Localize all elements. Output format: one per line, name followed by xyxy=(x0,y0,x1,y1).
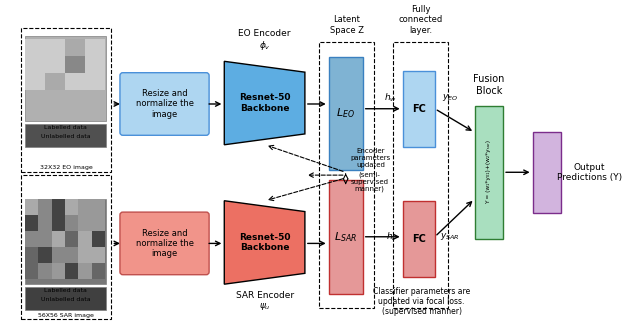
Text: 32X32 EO image: 32X32 EO image xyxy=(40,166,92,170)
Bar xyxy=(38,231,52,247)
Text: Fully
connected
layer.: Fully connected layer. xyxy=(399,5,443,35)
Bar xyxy=(25,39,45,56)
Bar xyxy=(78,215,92,231)
Bar xyxy=(78,231,92,247)
FancyBboxPatch shape xyxy=(120,73,209,135)
Bar xyxy=(65,56,85,73)
Polygon shape xyxy=(224,61,305,145)
Bar xyxy=(65,73,85,90)
Bar xyxy=(403,201,435,277)
Bar xyxy=(475,106,503,239)
Bar xyxy=(85,73,105,90)
Bar xyxy=(92,231,105,247)
Bar xyxy=(393,42,448,308)
Bar xyxy=(65,247,78,263)
Bar xyxy=(78,247,92,263)
Bar xyxy=(78,263,92,279)
Bar xyxy=(92,199,105,215)
Bar xyxy=(65,231,78,247)
Bar xyxy=(328,180,363,294)
Text: Resize and
normalize the
image: Resize and normalize the image xyxy=(136,89,193,119)
Bar xyxy=(65,215,78,231)
Text: $y_{EO}$: $y_{EO}$ xyxy=(442,92,458,103)
Bar xyxy=(328,57,363,170)
Text: Resize and
normalize the
image: Resize and normalize the image xyxy=(136,228,193,258)
FancyBboxPatch shape xyxy=(120,212,209,275)
Text: Resnet-50
Backbone: Resnet-50 Backbone xyxy=(239,93,291,113)
Bar xyxy=(25,247,38,263)
Text: Unlabelled data: Unlabelled data xyxy=(41,134,91,139)
Text: Output
Predictions (Y): Output Predictions (Y) xyxy=(557,163,622,182)
Text: Labelled data: Labelled data xyxy=(44,125,87,130)
Bar xyxy=(92,215,105,231)
Text: Encoder
parameters
updated: Encoder parameters updated xyxy=(351,148,390,168)
Bar xyxy=(25,36,106,121)
Bar xyxy=(52,263,65,279)
Text: Latent
Space Z: Latent Space Z xyxy=(330,15,364,35)
Bar xyxy=(92,247,105,263)
Text: (semi-
supervised
manner): (semi- supervised manner) xyxy=(351,171,388,192)
Bar xyxy=(52,199,65,215)
Bar xyxy=(45,39,65,56)
Bar xyxy=(403,71,435,147)
Bar xyxy=(85,56,105,73)
Bar xyxy=(25,56,45,73)
Bar xyxy=(92,263,105,279)
Bar xyxy=(52,215,65,231)
Bar xyxy=(25,263,38,279)
Text: $h_w$: $h_w$ xyxy=(384,91,397,104)
Bar xyxy=(25,73,45,90)
Text: Labelled data: Labelled data xyxy=(44,288,87,293)
Bar xyxy=(25,124,106,147)
Text: Y = (w₁*y₀₁)+(w₂*yₛₐᵣ): Y = (w₁*y₀₁)+(w₂*yₛₐᵣ) xyxy=(486,140,492,204)
Text: FC: FC xyxy=(412,104,426,114)
Bar xyxy=(38,215,52,231)
Bar xyxy=(45,56,65,73)
Bar xyxy=(25,199,106,284)
Text: $y_{SAR}$: $y_{SAR}$ xyxy=(440,231,460,242)
Bar xyxy=(65,263,78,279)
Text: $L_{SAR}$: $L_{SAR}$ xyxy=(334,230,357,244)
Text: EO Encoder
$\phi_v$: EO Encoder $\phi_v$ xyxy=(238,29,291,52)
Text: Classifier parameters are
updated via focal loss.
(supervised manner): Classifier parameters are updated via fo… xyxy=(373,287,470,316)
Bar xyxy=(65,199,78,215)
Bar xyxy=(52,231,65,247)
Bar xyxy=(25,287,106,310)
Text: $h_i$: $h_i$ xyxy=(385,230,395,243)
Bar xyxy=(38,199,52,215)
Bar xyxy=(85,39,105,56)
Text: SAR Encoder
$\psi_u$: SAR Encoder $\psi_u$ xyxy=(236,291,294,312)
Bar xyxy=(45,73,65,90)
Bar xyxy=(25,215,38,231)
Text: FC: FC xyxy=(412,234,426,244)
Bar xyxy=(52,247,65,263)
Text: 56X56 SAR image: 56X56 SAR image xyxy=(38,313,94,318)
Bar xyxy=(38,247,52,263)
Bar xyxy=(65,39,85,56)
Bar xyxy=(25,199,38,215)
Text: $L_{EO}$: $L_{EO}$ xyxy=(336,107,355,120)
Bar xyxy=(532,133,561,213)
Bar xyxy=(78,199,92,215)
Bar xyxy=(38,263,52,279)
Bar xyxy=(319,42,374,308)
Bar xyxy=(21,175,111,319)
Text: Unlabelled data: Unlabelled data xyxy=(41,297,91,302)
Bar xyxy=(21,28,111,172)
Text: Resnet-50
Backbone: Resnet-50 Backbone xyxy=(239,233,291,252)
Text: Fusion
Block: Fusion Block xyxy=(473,74,504,96)
Polygon shape xyxy=(224,201,305,284)
Bar xyxy=(25,231,38,247)
